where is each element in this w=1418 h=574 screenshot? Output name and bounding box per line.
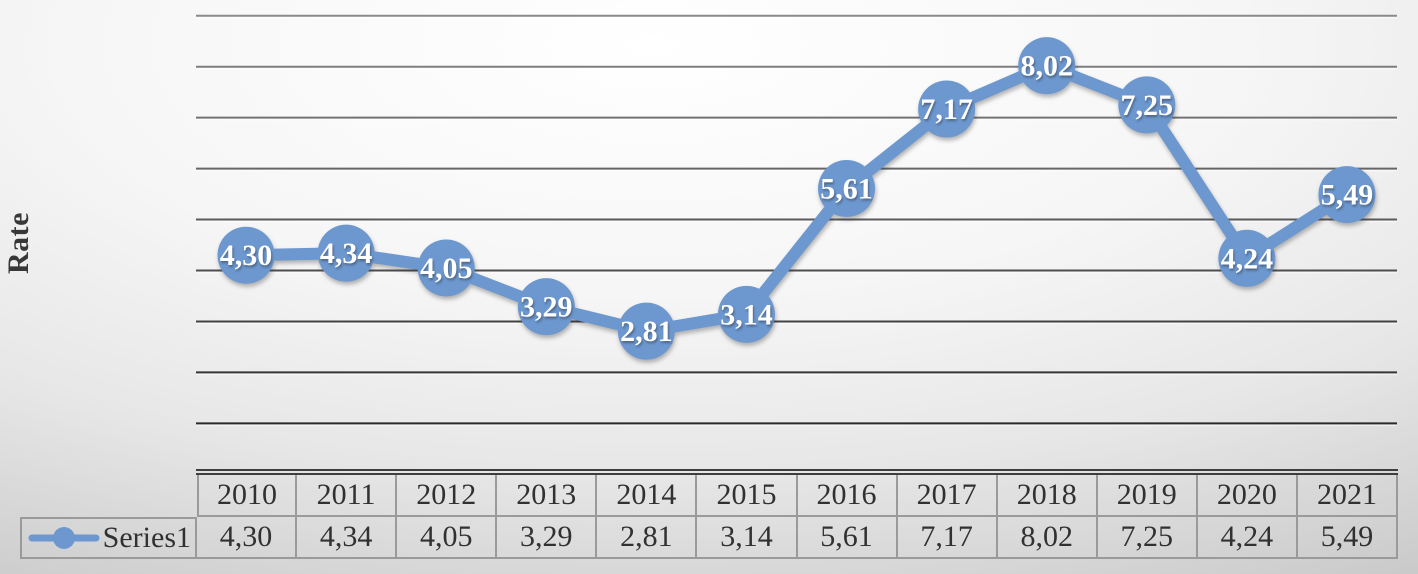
data-point-marker	[417, 239, 475, 297]
data-label: 5,49	[1321, 179, 1374, 212]
table-value-cell: 4,30	[197, 517, 298, 559]
series-polyline	[240, 59, 1353, 338]
table-value-cell: 3,29	[497, 517, 598, 559]
table-year-cell: 2011	[297, 475, 398, 517]
data-point-marker	[217, 226, 275, 284]
table-year-cell: 2018	[997, 475, 1098, 517]
data-point-marker	[1318, 166, 1376, 224]
data-point-marker	[918, 80, 976, 138]
series-line	[217, 37, 1376, 360]
table-value-cell: 7,17	[897, 517, 998, 559]
data-label: 3,29	[520, 291, 573, 324]
table-value-cell: 3,14	[697, 517, 798, 559]
legend-label: Series1	[102, 521, 191, 554]
table-value-cell: 4,05	[397, 517, 498, 559]
table-year-cell: 2010	[197, 475, 298, 517]
data-point-marker	[1118, 76, 1176, 134]
table-value-cell: 2,81	[597, 517, 698, 559]
data-label: 4,34	[320, 237, 373, 270]
table-value-cell: 4,24	[1197, 517, 1298, 559]
data-label: 4,30	[220, 239, 273, 272]
table-value-cell: 8,02	[997, 517, 1098, 559]
data-point-marker	[517, 278, 575, 336]
table-year-cell: 2016	[797, 475, 898, 517]
data-label: 3,14	[720, 298, 773, 331]
data-label: 8,02	[1020, 50, 1073, 83]
series-line-marker-icon	[28, 527, 100, 549]
table-year-cell: 2021	[1297, 475, 1398, 517]
data-label: 5,61	[820, 172, 873, 205]
data-label: 2,81	[620, 315, 673, 348]
table-value-cell: 5,61	[797, 517, 898, 559]
x-axis-double-line	[196, 469, 1398, 475]
data-point-marker	[317, 224, 375, 282]
data-labels: 4,30 4,34 4,05 3,29 2,81 3,14 5,61 7,17 8,02 7,25…	[220, 50, 1373, 348]
data-label: 4,24	[1221, 242, 1274, 275]
table-value-cell: 7,25	[1097, 517, 1198, 559]
data-point-marker	[717, 285, 775, 343]
table-value-cell: 4,34	[297, 517, 398, 559]
data-point-marker	[1218, 229, 1276, 287]
y-axis-title: Rate	[2, 212, 35, 274]
data-point-marker	[1018, 37, 1076, 95]
chart-data-table: 2010 2011 2012 2013 2014 2015 2016 2017 2018 2019…	[20, 475, 1398, 559]
table-year-cell: 2012	[397, 475, 498, 517]
table-year-cell: 2017	[897, 475, 998, 517]
table-year-cell: 2019	[1097, 475, 1198, 517]
gridlines	[196, 14, 1397, 427]
data-point-marker	[617, 302, 675, 360]
data-label: 4,05	[420, 252, 473, 285]
table-year-cell: 2015	[697, 475, 798, 517]
legend-cell: Series1	[20, 517, 197, 559]
data-label: 7,25	[1121, 89, 1174, 122]
table-value-cell: 5,49	[1297, 517, 1398, 559]
data-label: 7,17	[920, 93, 973, 126]
table-year-cell: 2020	[1197, 475, 1298, 517]
data-table-spacer	[20, 475, 197, 517]
table-year-cell: 2014	[597, 475, 698, 517]
table-year-cell: 2013	[497, 475, 598, 517]
data-point-marker	[818, 159, 876, 217]
